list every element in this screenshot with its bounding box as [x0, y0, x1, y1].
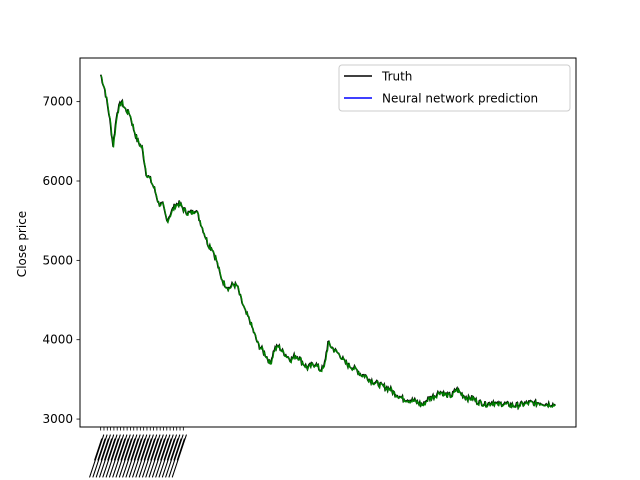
y-axis: 3000 4000 5000 6000 7000	[42, 95, 80, 426]
x-tick-label	[163, 438, 172, 461]
x-tick-label	[140, 438, 149, 461]
x-tick-label	[118, 434, 134, 478]
x-tick-label	[132, 434, 148, 478]
x-tick-label	[135, 434, 151, 478]
x-tick-label	[112, 434, 128, 478]
x-tick-label	[123, 438, 132, 461]
x-tick-label	[176, 438, 185, 461]
x-tick-label	[138, 434, 154, 478]
y-tick-label: 3000	[42, 412, 73, 426]
x-tick-label-cluster	[89, 434, 187, 478]
x-tick-label	[133, 438, 142, 461]
x-tick-label	[107, 438, 116, 461]
x-tick-label	[110, 438, 119, 461]
y-tick-label: 5000	[42, 253, 73, 267]
x-tick-label	[115, 434, 131, 478]
x-tick-label	[127, 438, 136, 461]
x-tick-label	[166, 438, 175, 461]
x-tick-label	[89, 434, 105, 478]
x-tick-label	[108, 434, 125, 478]
x-tick-label	[104, 438, 113, 461]
x-tick-label	[145, 434, 161, 478]
x-tick-label	[171, 434, 187, 478]
x-axis	[89, 427, 187, 478]
x-tick-label	[100, 438, 109, 461]
series-prediction-overlay	[100, 75, 556, 411]
y-tick-label: 4000	[42, 333, 73, 347]
x-tick-label	[102, 434, 118, 478]
x-tick-label	[143, 438, 152, 461]
x-tick-label	[95, 434, 111, 478]
x-tick-label	[153, 438, 162, 461]
x-tick-label	[122, 434, 138, 478]
x-tick-label	[128, 434, 144, 478]
x-tick-label	[158, 434, 174, 478]
x-tick-label	[125, 434, 141, 478]
x-tick-label	[151, 434, 168, 478]
x-tick-label	[156, 438, 166, 461]
x-tick-label	[147, 438, 156, 461]
x-tick-label	[165, 434, 181, 478]
x-tick-label	[92, 434, 108, 478]
x-tick-label	[99, 434, 115, 478]
x-tick-label	[137, 438, 146, 461]
legend: Truth Neural network prediction	[338, 64, 571, 112]
legend-truth-label: Truth	[381, 70, 412, 84]
y-tick-label: 7000	[42, 95, 73, 109]
x-tick-label	[113, 438, 123, 461]
legend-box	[338, 64, 571, 112]
x-tick-label	[94, 438, 103, 461]
y-axis-label: Close price	[15, 211, 29, 277]
x-tick-label	[155, 434, 171, 478]
x-tick-label	[105, 434, 121, 478]
y-tick-label: 6000	[42, 174, 73, 188]
x-tick-label	[168, 434, 184, 478]
x-tick-label	[170, 438, 179, 461]
x-tick-label	[173, 438, 182, 461]
x-tick-label	[130, 438, 139, 461]
x-tick-label	[142, 434, 158, 478]
legend-prediction-label: Neural network prediction	[382, 92, 538, 106]
plot-frame	[79, 57, 577, 428]
x-tick-label	[150, 438, 159, 461]
x-tick-label	[117, 438, 126, 461]
x-tick-label	[160, 438, 169, 461]
x-tick-label	[120, 438, 129, 461]
x-tick-label	[161, 434, 177, 478]
x-tick-label	[148, 434, 164, 478]
plot-lines	[99, 74, 556, 411]
x-tick-label	[97, 438, 106, 461]
